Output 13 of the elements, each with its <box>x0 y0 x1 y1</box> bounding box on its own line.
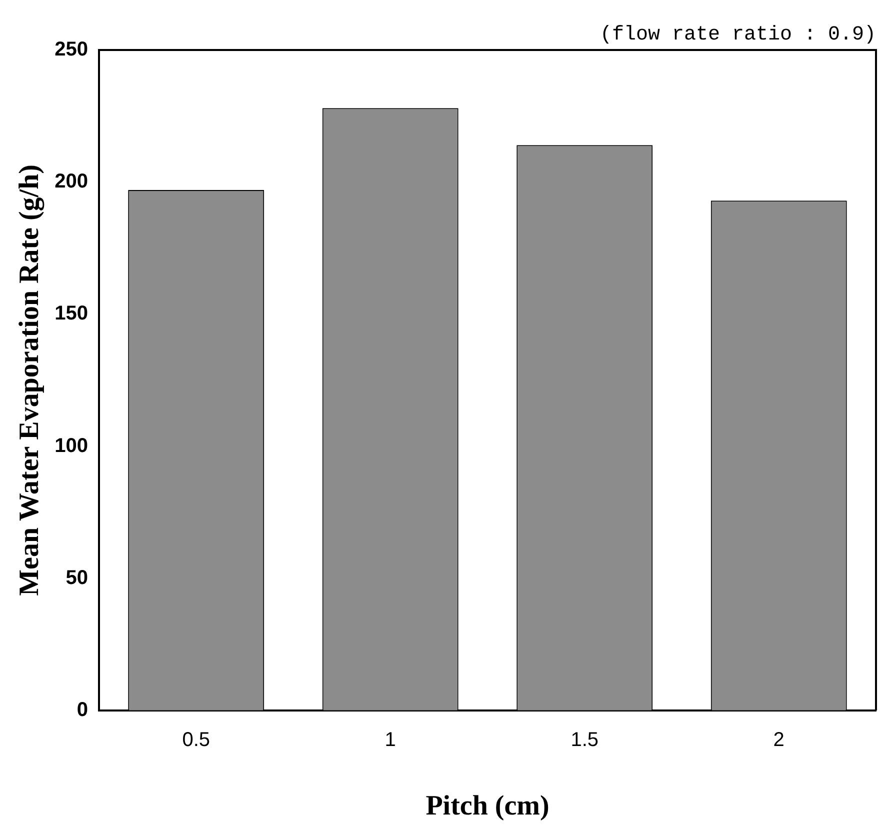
y-tick-label: 100 <box>54 434 88 457</box>
y-tick-label: 200 <box>54 170 88 193</box>
x-axis-title: Pitch (cm) <box>426 790 550 822</box>
x-tick-label: 0.5 <box>182 728 210 751</box>
y-tick-label: 50 <box>66 566 88 589</box>
x-tick-label: 2 <box>773 728 784 751</box>
y-tick-label: 150 <box>54 302 88 325</box>
y-tick-label: 0 <box>76 698 88 721</box>
text: (flow rate ratio : 0.9) <box>600 23 876 46</box>
x-tick-label: 1 <box>384 728 396 751</box>
y-axis-title: Mean Water Evaporation Rate (g/h) <box>14 164 46 596</box>
y-tick-label: 250 <box>54 38 88 61</box>
x-tick-label: 1.5 <box>570 728 599 751</box>
